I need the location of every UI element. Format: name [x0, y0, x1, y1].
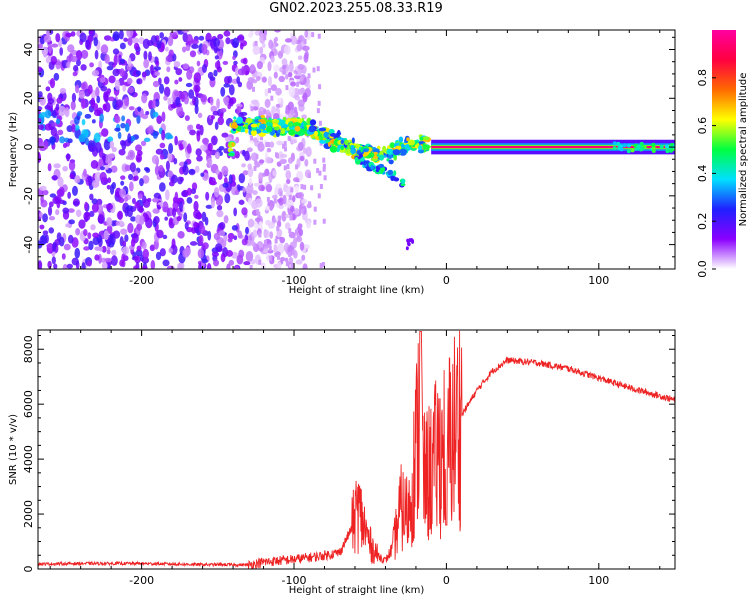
- heatmap-xtick-label: -200: [129, 274, 154, 287]
- line-frame: [37, 329, 676, 570]
- line-xtick-label: -200: [129, 574, 154, 587]
- line-ylabel: SNR (10 * v/v): [8, 414, 19, 485]
- heatmap-ytick-label: -20: [22, 187, 35, 205]
- heatmap-ytick-label: -40: [22, 236, 35, 254]
- colorbar-tick-label: 0.8: [696, 69, 709, 87]
- heatmap-ytick-label: 0: [22, 144, 35, 151]
- heatmap-ylabel: Frequency (Hz): [8, 112, 19, 188]
- colorbar-label: Normalized spectral amplitude: [738, 73, 749, 227]
- line-xtick-label: -100: [282, 574, 307, 587]
- line-ytick-label: 2000: [22, 500, 35, 528]
- heatmap-ytick-label: 40: [22, 43, 35, 57]
- heatmap-cells: [38, 30, 675, 269]
- colorbar-tick-label: 0.6: [696, 117, 709, 135]
- colorbar-tick-label: 0.2: [696, 212, 709, 230]
- colorbar-tick-label: 0.4: [696, 165, 709, 183]
- chart-title: GN02.2023.255.08.33.R19: [269, 1, 443, 16]
- line-ytick-label: 0: [22, 566, 35, 573]
- heatmap-xtick-label: 0: [443, 274, 450, 287]
- colorbar: [712, 30, 736, 269]
- line-xtick-label: 0: [443, 574, 450, 587]
- line-ytick-label: 4000: [22, 445, 35, 473]
- line-xtick-label: 100: [588, 574, 609, 587]
- line-ytick-label: 6000: [22, 390, 35, 418]
- heatmap-xlabel: Height of straight line (km): [289, 285, 425, 296]
- line-ytick-label: 8000: [22, 335, 35, 363]
- heatmap-xtick-label: -100: [282, 274, 307, 287]
- colorbar-tick-label: 0.0: [696, 260, 709, 278]
- heatmap-ytick-label: 20: [22, 91, 35, 105]
- snr-series-line: [38, 330, 675, 569]
- heatmap-frame: [37, 29, 676, 270]
- line-xlabel: Height of straight line (km): [289, 585, 425, 596]
- heatmap-xtick-label: 100: [588, 274, 609, 287]
